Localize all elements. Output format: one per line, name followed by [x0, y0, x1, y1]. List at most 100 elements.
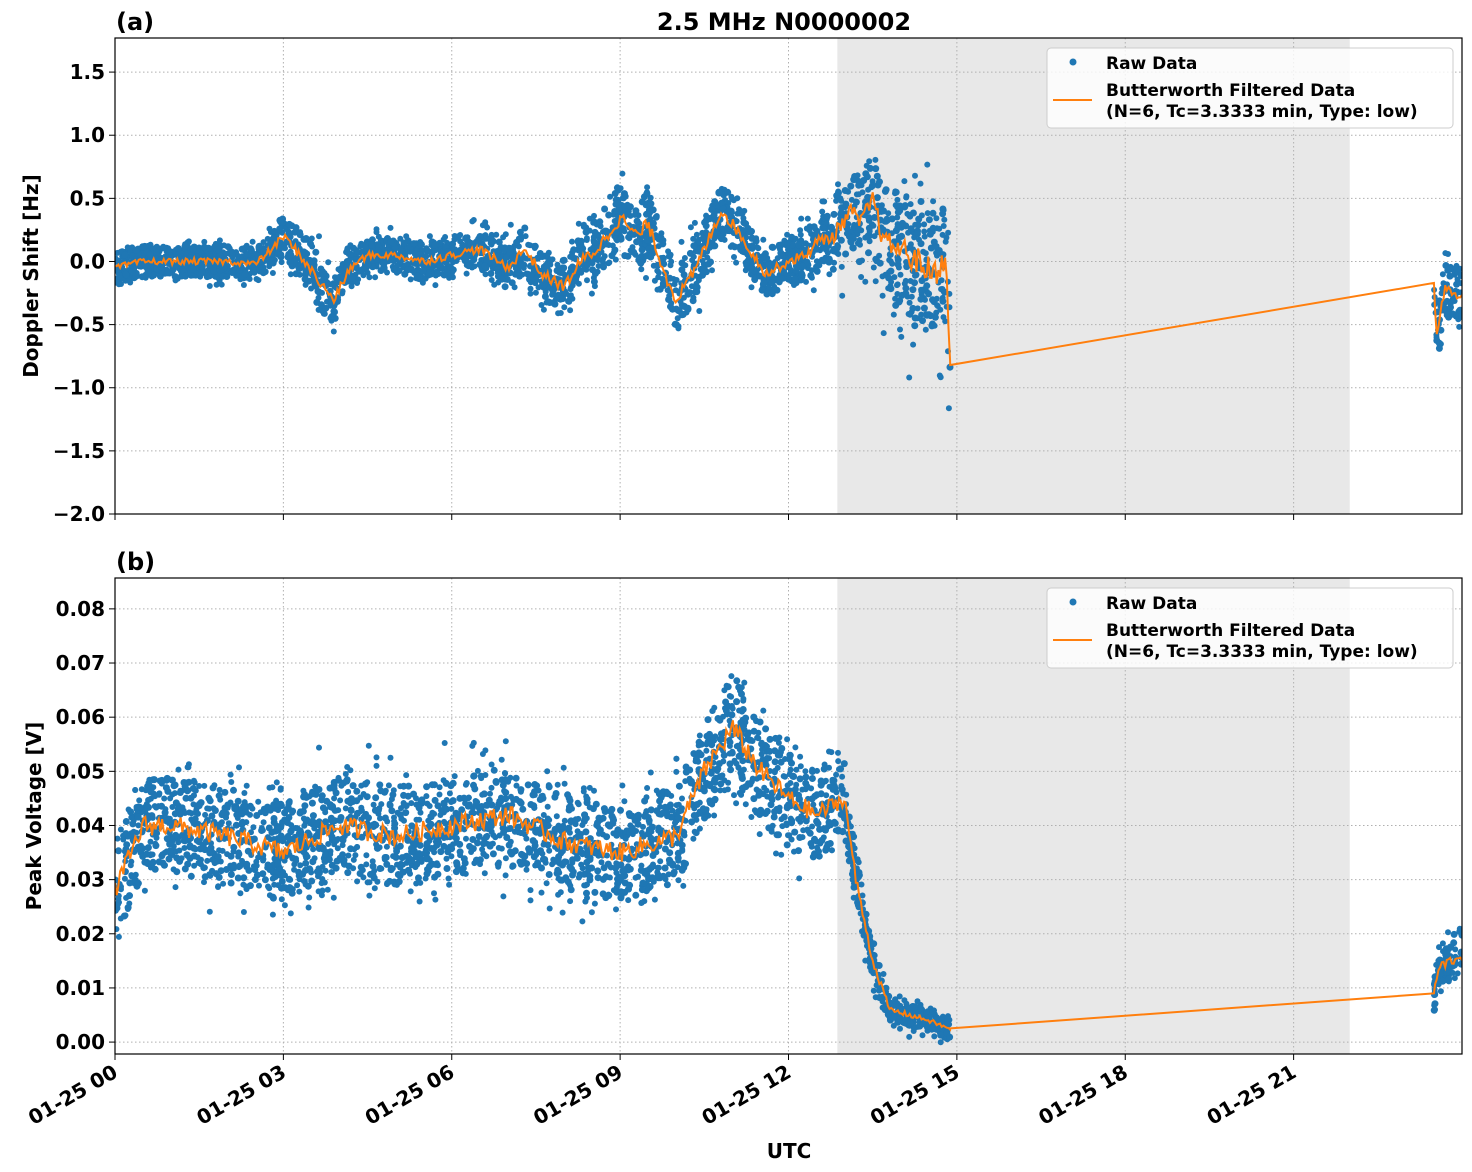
raw-data-point	[477, 772, 485, 780]
raw-data-point	[788, 233, 796, 241]
raw-data-point	[625, 897, 632, 904]
raw-data-point	[145, 797, 152, 803]
raw-data-point	[1450, 930, 1458, 938]
raw-data-point	[678, 238, 685, 245]
raw-data-point	[1444, 266, 1452, 274]
raw-data-point	[717, 787, 724, 794]
raw-data-point	[898, 333, 905, 340]
raw-data-point	[728, 193, 735, 200]
raw-data-point	[644, 785, 651, 791]
raw-data-point	[561, 780, 568, 787]
raw-data-point	[250, 824, 257, 831]
raw-data-point	[502, 855, 509, 862]
raw-data-point	[906, 299, 913, 306]
raw-data-point	[924, 161, 931, 168]
raw-data-point	[1456, 323, 1462, 330]
raw-data-point	[220, 880, 227, 887]
raw-data-point	[260, 857, 266, 864]
raw-data-point	[538, 302, 545, 308]
raw-data-point	[206, 908, 213, 915]
raw-data-point	[733, 800, 740, 807]
raw-data-point	[865, 224, 873, 232]
raw-data-point	[304, 882, 312, 890]
raw-data-point	[525, 241, 532, 248]
raw-data-point	[939, 297, 947, 305]
raw-data-point	[174, 245, 182, 252]
raw-data-point	[482, 747, 489, 754]
raw-data-point	[784, 240, 792, 248]
raw-data-point	[843, 791, 850, 798]
raw-data-point	[687, 224, 694, 231]
raw-data-point	[502, 738, 509, 745]
raw-data-point	[345, 788, 352, 795]
raw-data-point	[432, 896, 439, 903]
raw-data-point	[675, 782, 683, 790]
raw-data-point	[148, 812, 156, 820]
raw-data-point	[123, 841, 131, 849]
raw-data-point	[777, 241, 785, 249]
raw-data-point	[709, 267, 715, 274]
raw-data-point	[773, 850, 779, 857]
raw-data-point	[841, 187, 849, 194]
raw-data-point	[733, 677, 741, 685]
raw-data-point	[319, 269, 327, 277]
raw-data-point	[165, 247, 173, 255]
raw-data-point	[136, 797, 143, 804]
raw-data-point	[654, 267, 661, 274]
raw-data-point	[797, 231, 804, 238]
raw-data-point	[116, 272, 124, 280]
raw-data-point	[325, 259, 332, 266]
raw-data-point	[839, 773, 846, 780]
raw-data-point	[527, 290, 534, 297]
raw-data-point	[481, 870, 488, 877]
raw-data-point	[737, 246, 745, 254]
raw-data-point	[495, 844, 502, 851]
raw-data-point	[565, 297, 573, 305]
raw-data-point	[502, 872, 509, 879]
raw-data-point	[792, 744, 799, 751]
raw-data-point	[301, 822, 308, 829]
raw-data-point	[1451, 975, 1458, 982]
legend-label-filtered-params: (N=6, Tc=3.3333 min, Type: low)	[1106, 102, 1418, 122]
raw-data-point	[334, 845, 341, 852]
raw-data-point	[441, 818, 448, 825]
raw-data-point	[269, 270, 276, 276]
raw-data-point	[591, 270, 599, 277]
raw-data-point	[153, 248, 160, 256]
raw-data-point	[810, 287, 817, 294]
raw-data-point	[894, 214, 901, 221]
raw-data-point	[561, 817, 568, 824]
raw-data-point	[508, 793, 514, 800]
raw-data-point	[223, 273, 231, 280]
raw-data-point	[764, 743, 770, 750]
raw-data-point	[686, 249, 694, 257]
raw-data-point	[820, 765, 828, 773]
raw-data-point	[922, 326, 929, 333]
raw-data-point	[796, 875, 803, 882]
raw-data-point	[922, 311, 930, 319]
raw-data-point	[115, 255, 119, 263]
raw-data-point	[354, 844, 361, 850]
raw-data-point	[446, 790, 453, 797]
raw-data-point	[436, 263, 444, 271]
raw-data-point	[745, 256, 753, 264]
y-tick-label: −1.5	[53, 439, 105, 463]
raw-data-point	[798, 270, 806, 278]
raw-data-point	[488, 784, 495, 791]
raw-data-point	[544, 803, 551, 810]
raw-data-point	[247, 811, 253, 818]
raw-data-point	[919, 1032, 926, 1039]
raw-data-point	[470, 810, 477, 817]
raw-data-point	[711, 242, 719, 250]
y-tick-label: 0.06	[56, 705, 105, 729]
raw-data-point	[813, 267, 821, 275]
raw-data-point	[939, 231, 946, 238]
raw-data-point	[236, 764, 242, 771]
raw-data-point	[347, 767, 354, 774]
raw-data-point	[277, 872, 285, 879]
raw-data-point	[892, 227, 900, 235]
raw-data-point	[638, 862, 645, 869]
raw-data-point	[825, 818, 833, 826]
raw-data-point	[583, 889, 590, 897]
raw-data-point	[774, 764, 781, 771]
